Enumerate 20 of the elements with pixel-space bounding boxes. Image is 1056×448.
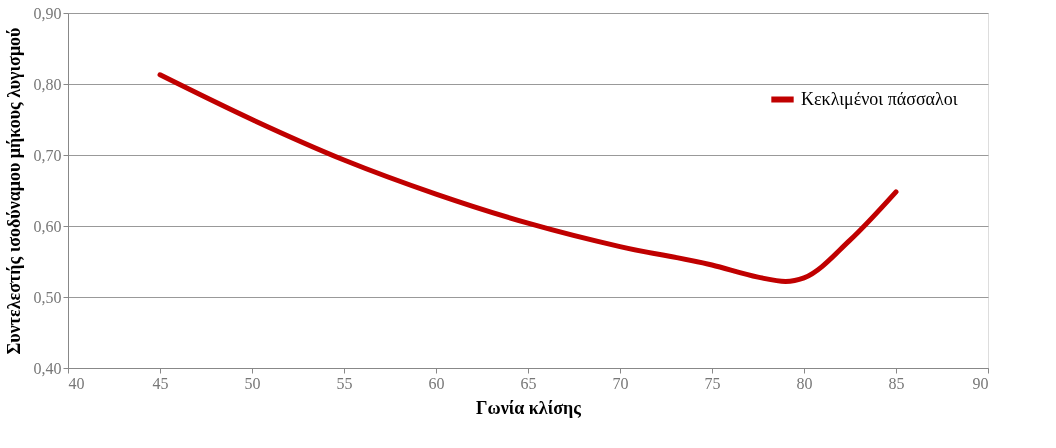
x-tick-label: 40 [68,374,85,392]
x-tick-label: 45 [152,374,169,392]
x-tick-label: 60 [428,374,445,392]
y-axis-title: Συντελεστής ισοδύναμου μήκους λυγισμού [3,27,24,355]
y-tick-label: 0,70 [33,146,62,164]
x-tick-label: 75 [704,374,721,392]
y-tick-label: 0,90 [33,4,62,22]
x-tick-label: 85 [888,374,905,392]
legend-label: Κεκλιμένοι πάσσαλοι [801,88,958,109]
x-axis-title: Γωνία κλίσης [476,397,582,418]
y-tick-label: 0,40 [33,359,62,377]
x-tick-label: 55 [336,374,353,392]
x-tick-label: 65 [520,374,537,392]
x-tick-label: 50 [244,374,261,392]
y-tick-label: 0,80 [33,75,62,93]
y-tick-label: 0,50 [33,288,62,306]
x-tick-label: 80 [796,374,813,392]
x-tick-label: 90 [972,374,989,392]
y-tick-label: 0,60 [33,217,62,235]
x-tick-label: 70 [612,374,629,392]
